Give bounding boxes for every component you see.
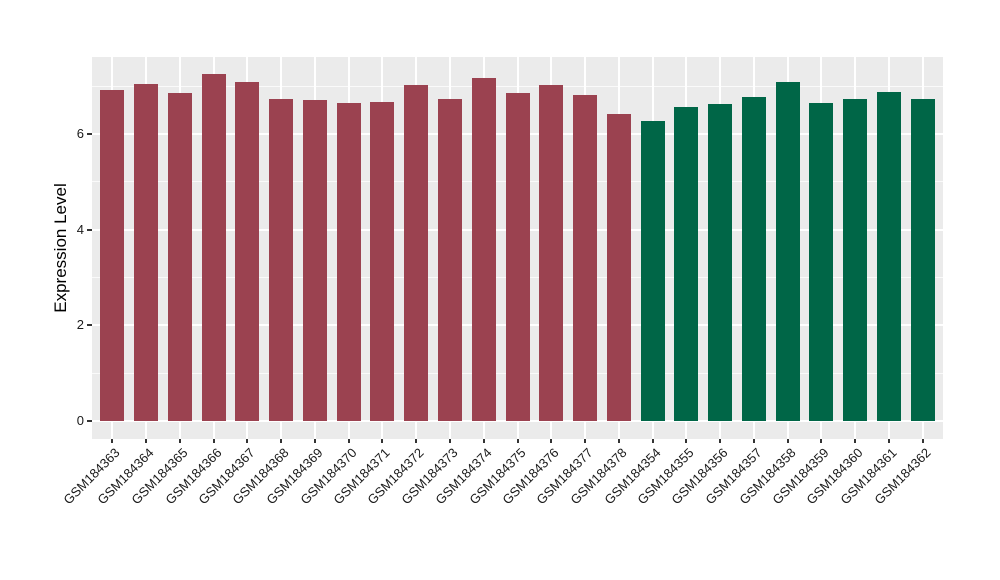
x-tick-mark (313, 439, 316, 443)
x-tick-mark (111, 439, 114, 443)
x-tick-mark (921, 439, 924, 443)
bar (640, 121, 665, 421)
y-tick-label: 6 (76, 125, 84, 141)
bar (573, 95, 598, 421)
x-tick-mark (651, 439, 654, 443)
x-tick-mark (550, 439, 553, 443)
y-tick-mark (87, 324, 92, 327)
bar (235, 81, 260, 421)
bar (606, 113, 631, 421)
x-tick-mark (719, 439, 722, 443)
x-tick-mark (347, 439, 350, 443)
bar (269, 99, 294, 421)
bar (201, 74, 226, 421)
x-tick-mark (482, 439, 485, 443)
bar (336, 103, 361, 421)
y-tick-label: 0 (76, 413, 84, 428)
x-tick-mark (381, 439, 384, 443)
bar (404, 85, 429, 421)
y-tick-mark (87, 228, 92, 231)
x-tick-mark (854, 439, 857, 443)
bar (775, 82, 800, 421)
plot-panel (92, 57, 943, 439)
bar (843, 99, 868, 421)
x-tick-mark (246, 439, 249, 443)
bar (505, 93, 530, 421)
bar (471, 77, 496, 421)
y-tick-label: 2 (76, 317, 84, 333)
x-tick-mark (786, 439, 789, 443)
y-tick-label: 4 (76, 221, 84, 237)
x-tick-mark (178, 439, 181, 443)
bar (674, 107, 699, 421)
x-tick-mark (820, 439, 823, 443)
y-tick-mark (87, 420, 92, 422)
x-tick-mark (415, 439, 418, 443)
bar (437, 99, 462, 421)
x-tick-mark (280, 439, 283, 443)
x-tick-mark (516, 439, 519, 443)
x-tick-mark (448, 439, 451, 443)
bar (167, 92, 192, 421)
bar (809, 102, 834, 421)
bar (876, 91, 901, 421)
bar (134, 84, 159, 421)
bar (370, 101, 395, 421)
y-axis-title: Expression Level (51, 183, 70, 313)
bar (741, 97, 766, 421)
bar (910, 98, 935, 421)
bar (100, 89, 125, 421)
x-tick-mark (617, 439, 620, 443)
bar (539, 85, 564, 421)
x-tick-mark (212, 439, 215, 443)
x-tick-mark (584, 439, 587, 443)
bar (302, 99, 327, 421)
x-tick-mark (145, 439, 148, 443)
y-tick-mark (87, 132, 92, 135)
x-tick-mark (887, 439, 890, 443)
bar (708, 104, 733, 421)
x-tick-mark (752, 439, 755, 443)
x-tick-mark (685, 439, 688, 443)
